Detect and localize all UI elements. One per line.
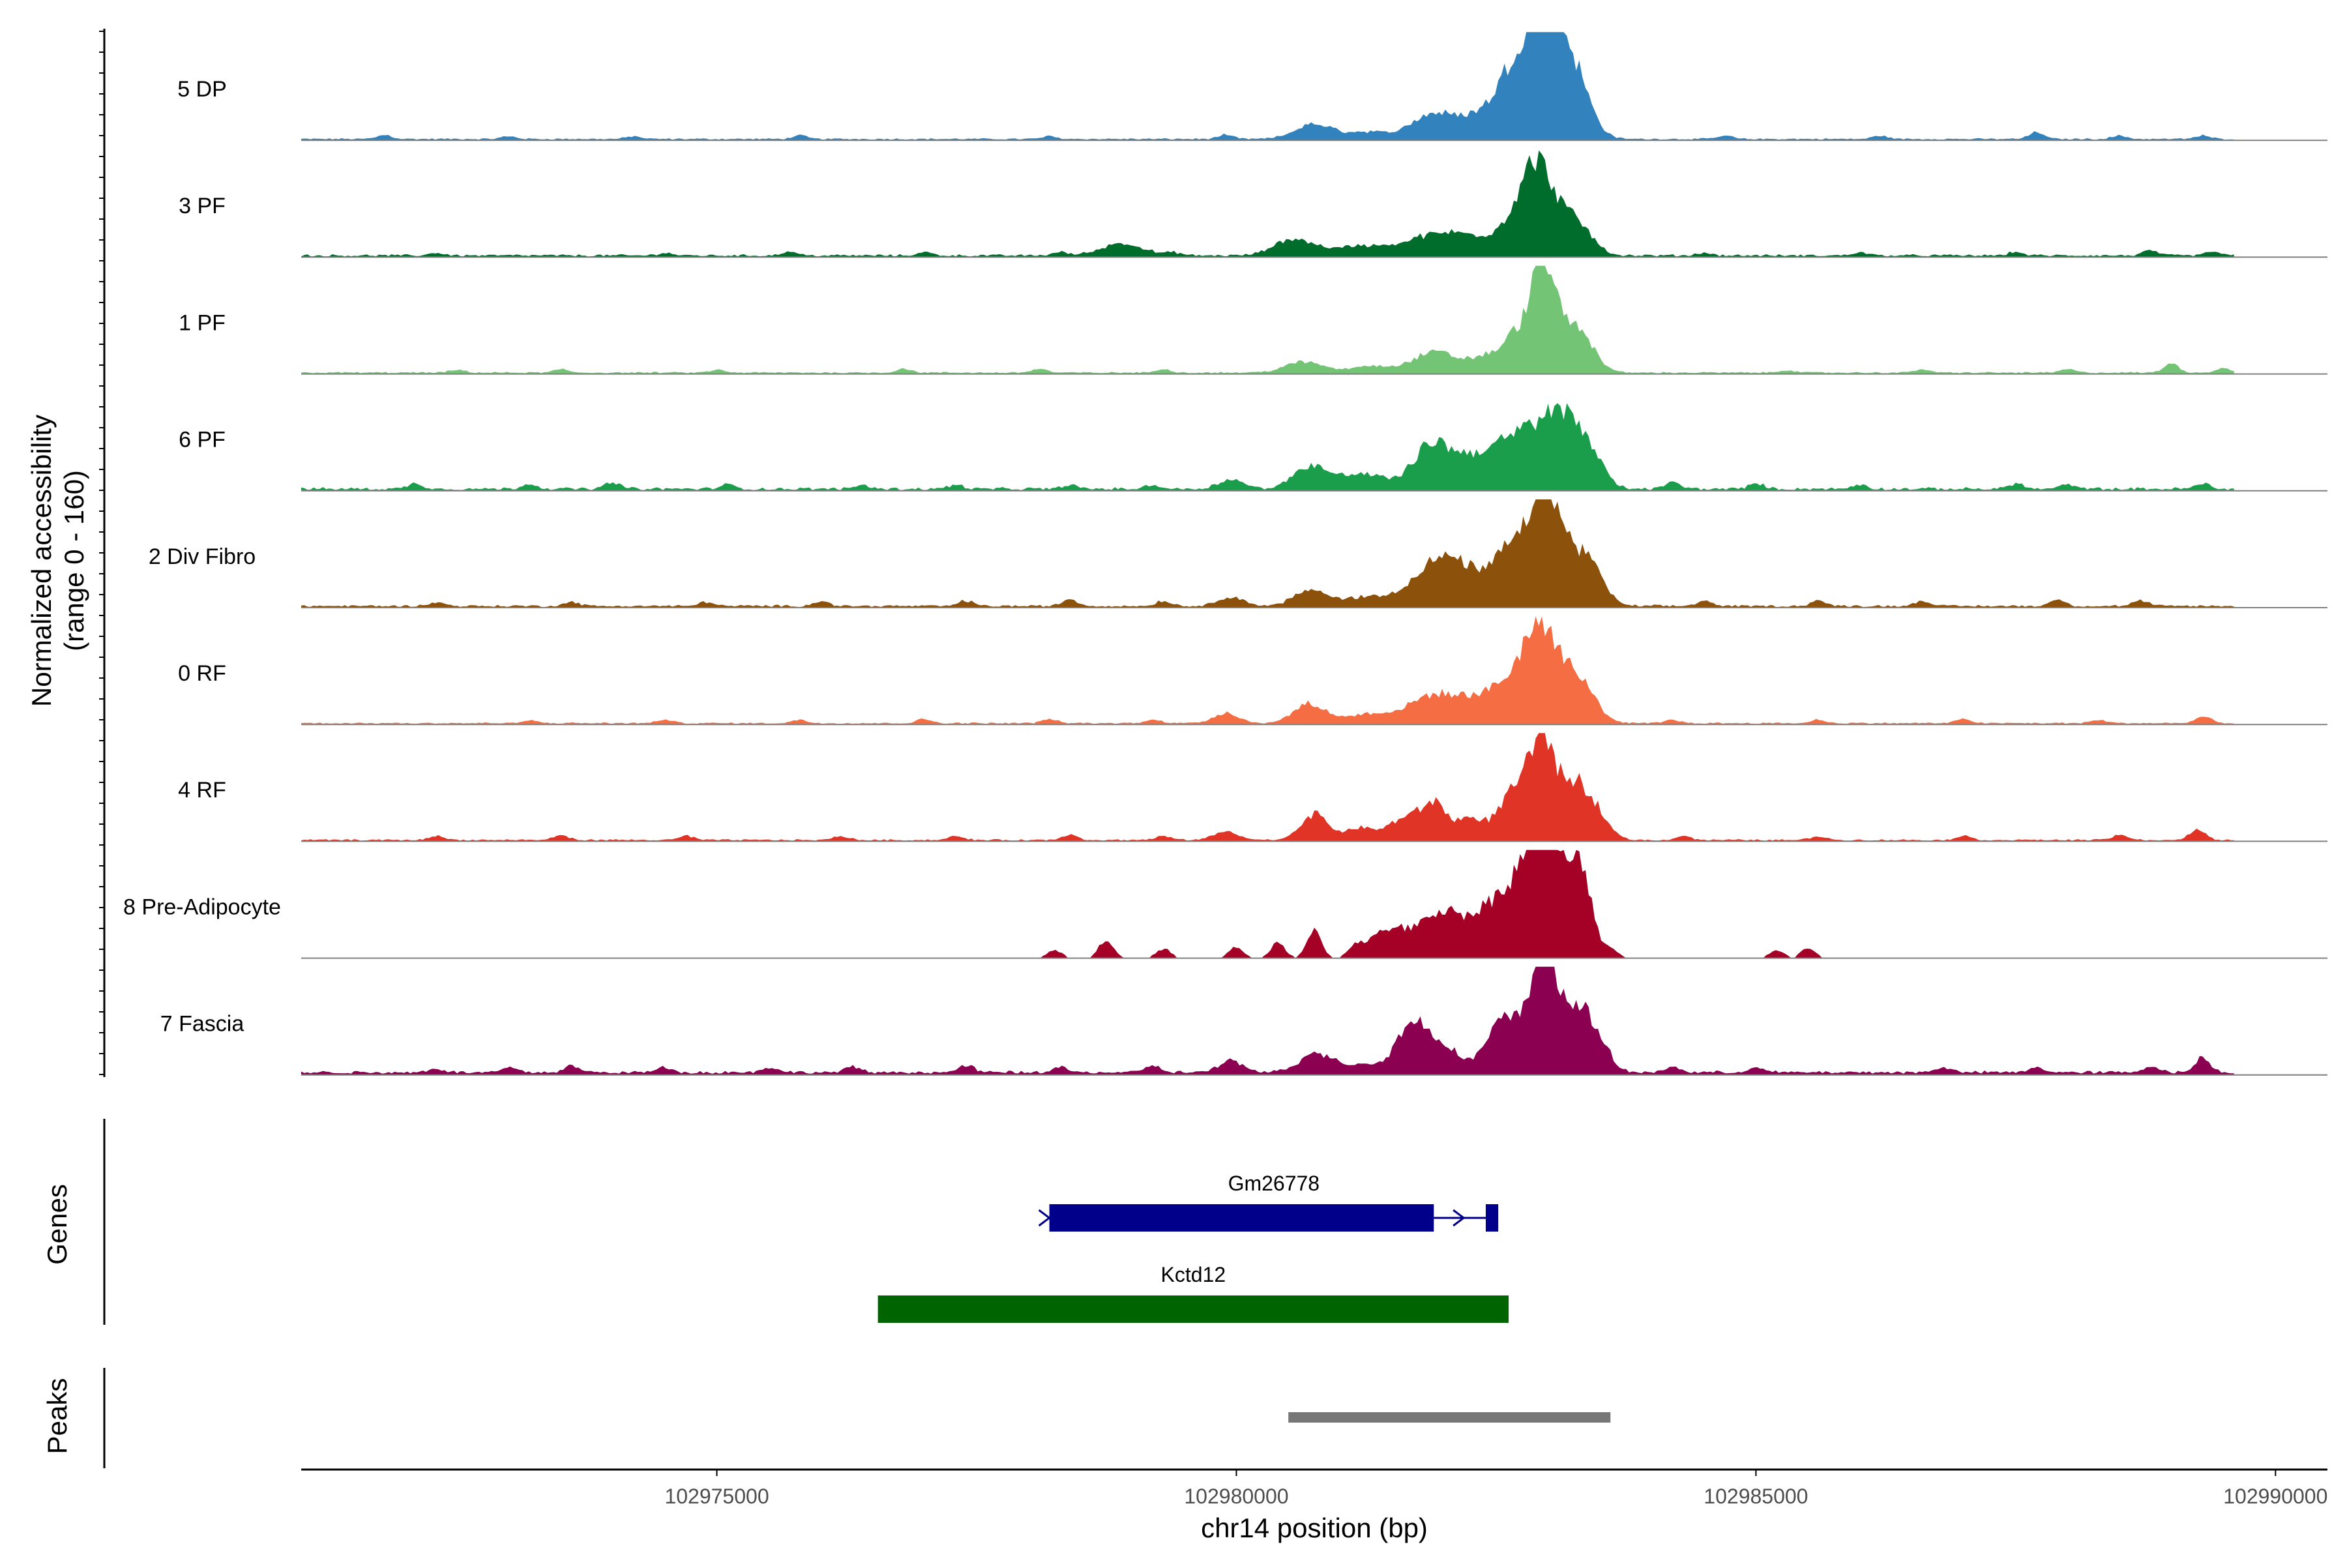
x-axis-title: chr14 position (bp) bbox=[1201, 1513, 1428, 1543]
peak-region bbox=[1288, 1412, 1611, 1423]
genes-panel-label: Genes bbox=[42, 1184, 72, 1265]
coverage-area-0-rf bbox=[301, 616, 2234, 725]
track-label: 1 PF bbox=[179, 310, 226, 335]
tracks-layer bbox=[301, 32, 2327, 1423]
labels-layer: 5 DP 3 PF 1 PF 6 PF 2 Div Fibro 0 RF 4 RF 8 Pre… bbox=[99, 29, 2327, 1508]
gene-strand-arrow bbox=[1453, 1209, 1466, 1227]
coverage-area-6-pf bbox=[301, 403, 2234, 491]
peaks-panel-label: Peaks bbox=[42, 1378, 72, 1455]
track-label: 2 Div Fibro bbox=[149, 544, 256, 569]
coverage-area-7-fascia bbox=[301, 966, 2234, 1075]
x-tick-label: 102975000 bbox=[664, 1485, 769, 1508]
x-tick-label: 102980000 bbox=[1184, 1485, 1288, 1508]
gene-exon-kctd12 bbox=[878, 1295, 1509, 1323]
track-label: 5 DP bbox=[177, 77, 227, 102]
y-axis-title-line1: Normalized accessibility bbox=[26, 415, 57, 707]
track-label: 6 PF bbox=[179, 428, 226, 452]
gene-exon-gm26778 bbox=[1049, 1204, 1434, 1232]
coverage-area-2-div-fibro bbox=[301, 499, 2234, 608]
x-tick-label: 102985000 bbox=[1704, 1485, 1808, 1508]
track-label: 0 RF bbox=[178, 661, 226, 686]
track-label: 4 RF bbox=[178, 778, 226, 803]
track-label: 3 PF bbox=[179, 194, 226, 218]
coverage-area-1-pf bbox=[301, 265, 2234, 374]
track-label: 7 Fascia bbox=[160, 1012, 244, 1037]
coverage-area-5-dp bbox=[301, 32, 2234, 141]
gene-label-kctd12: Kctd12 bbox=[1161, 1263, 1226, 1286]
coverage-area-8-pre-adipocyte bbox=[301, 850, 2234, 958]
coverage-area-3-pf bbox=[301, 150, 2234, 258]
x-tick-label: 102990000 bbox=[2223, 1485, 2327, 1508]
gene-exon-gm26778 bbox=[1485, 1204, 1499, 1232]
gene-label-gm26778: Gm26778 bbox=[1228, 1172, 1320, 1195]
track-label: 8 Pre-Adipocyte bbox=[123, 895, 281, 919]
gene-strand-arrow bbox=[1038, 1209, 1052, 1227]
coverage-area-4-rf bbox=[301, 733, 2234, 842]
y-axis-title-line2: (range 0 - 160) bbox=[59, 470, 89, 651]
